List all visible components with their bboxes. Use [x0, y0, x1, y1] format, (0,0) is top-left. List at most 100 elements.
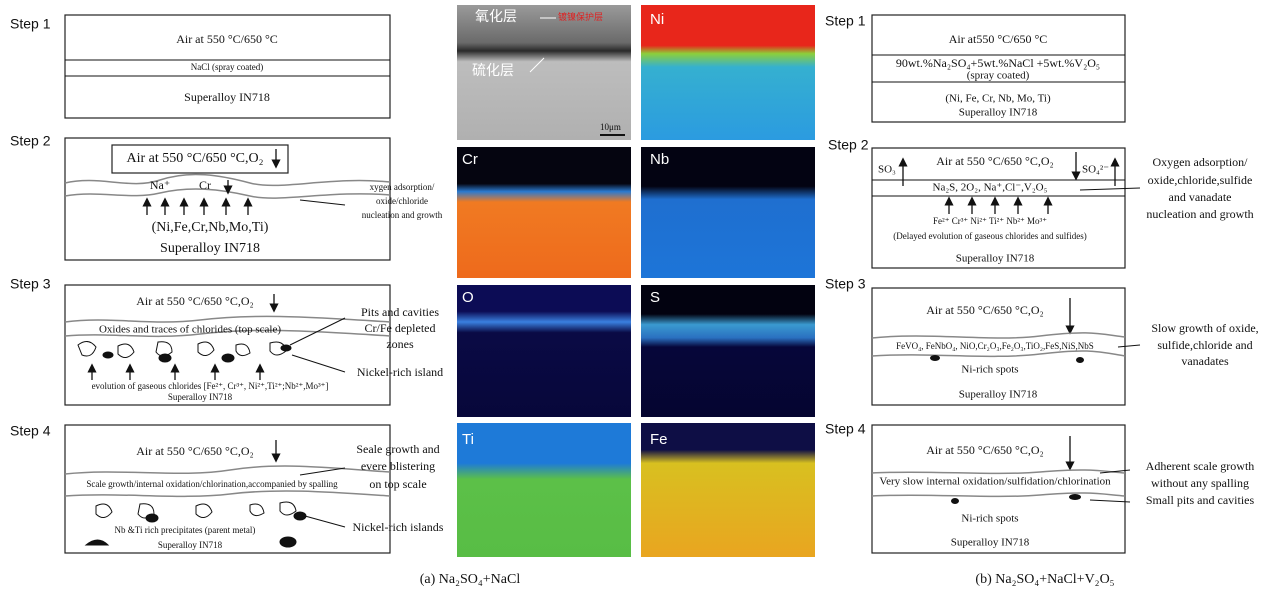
leader: [300, 200, 345, 205]
step-text: Superalloy IN718: [184, 90, 270, 104]
side-note: and vanadate: [1169, 190, 1232, 204]
step-text: (spray coated): [967, 70, 1030, 82]
element-label: Ni: [650, 11, 664, 28]
side-note: oxide,chloride,sulfide: [1148, 173, 1253, 187]
spot: [951, 498, 959, 504]
step-text: Cr: [199, 178, 211, 192]
step-text: Ni-rich spots: [961, 513, 1018, 525]
side-note: nucleation and growth: [1146, 207, 1253, 221]
map-o: [457, 285, 631, 417]
side-note: vanadates: [1181, 354, 1229, 368]
step-text: NaCl (spray coated): [191, 62, 263, 72]
scale-bar-label: 10μm: [600, 122, 621, 132]
leader: [300, 468, 345, 475]
step-text: Ni-rich spots: [961, 364, 1018, 376]
step-text: Superalloy IN718: [959, 107, 1038, 119]
element-label: Ti: [462, 431, 474, 448]
step-label: Step 3: [10, 276, 51, 292]
step-text: Superalloy IN718: [168, 392, 233, 402]
sem-label: 氧化层: [475, 9, 517, 25]
side-note: Pits and cavities: [361, 305, 439, 319]
step-text: SO₃: [878, 164, 896, 176]
leader: [1090, 500, 1130, 502]
side-note: Oxygen adsorption/: [1153, 155, 1249, 169]
step-text: Oxides and traces of chlorides (top scal…: [99, 324, 281, 336]
step-text: Superalloy IN718: [951, 537, 1030, 549]
arrows: [949, 199, 1048, 214]
step-text: (Ni,Fe,Cr,Nb,Mo,Ti): [152, 220, 269, 235]
map-ti: [457, 423, 631, 557]
step-label: Step 4: [10, 423, 51, 439]
scale-line: [65, 466, 390, 474]
figure: Step 1 Air at 550 °C/650 °C NaCl (spray …: [0, 0, 1282, 597]
side-note: Slow growth of oxide,: [1151, 321, 1258, 335]
element-label: O: [462, 289, 474, 306]
step-label: Step 1: [825, 13, 866, 29]
sem-label: 镀镍保护层: [558, 11, 603, 22]
side-note: Cr/Fe depleted: [365, 321, 436, 335]
step-text: Na₂S, 2O₂, Na⁺,Cl⁻,V₂O₅: [933, 182, 1048, 194]
step-text: Air at 550 °C/650 °C,O₂: [136, 294, 253, 308]
side-note: evere blistering: [361, 459, 435, 473]
leader: [305, 516, 345, 527]
spot: [1076, 357, 1084, 363]
scale-line: [872, 470, 1125, 473]
step-label: Step 2: [828, 137, 869, 153]
step-text: Air at550 °C/650 °C: [949, 32, 1048, 46]
step-text: Air at 550 °C/650 °C,O₂: [926, 443, 1043, 457]
caption: (a) Na₂SO₄+NaCl: [420, 572, 521, 587]
side-note: sulfide,chloride and: [1157, 338, 1252, 352]
leader: [1080, 188, 1140, 190]
side-note: Nickel-rich island: [357, 365, 443, 379]
step-text: Na⁺: [150, 178, 170, 192]
side-note: on top scale: [369, 477, 426, 491]
step-text: (Ni, Fe, Cr, Nb, Mo, Ti): [945, 93, 1051, 105]
scale-line: [65, 316, 390, 322]
side-note: Seale growth and: [356, 442, 439, 456]
side-note: Nickel-rich islands: [353, 520, 444, 534]
side-note: oxide/chloride: [376, 196, 428, 206]
step-text: Air at 550 °C/650 °C,O₂: [126, 151, 263, 166]
scale-line: [872, 333, 1125, 338]
scale-line: [872, 351, 1125, 356]
map-cr: [457, 147, 631, 278]
pits: [78, 341, 291, 362]
side-note: zones: [386, 337, 414, 351]
arrows: [92, 366, 260, 380]
scale-line: [65, 491, 390, 496]
step-text: Air at 550 °C/650 °C,O₂: [926, 303, 1043, 317]
step-text: Air at 550 °C/650 °C: [176, 32, 278, 46]
step-label: Step 3: [825, 276, 866, 292]
step-text: Superalloy IN718: [959, 389, 1038, 401]
side-note: Small pits and cavities: [1146, 493, 1255, 507]
spot: [930, 355, 940, 361]
step-text: 90wt.%Na₂SO₄+5wt.%NaCl +5wt.%V₂O₅: [896, 56, 1100, 70]
step-text: Superalloy IN718: [160, 241, 260, 256]
step-text: Scale growth/internal oxidation/chlorina…: [86, 479, 338, 489]
sem-label: 硫化层: [472, 63, 514, 79]
leader: [1118, 345, 1140, 347]
step-text: Superalloy IN718: [956, 253, 1035, 265]
spot: [1069, 494, 1081, 500]
step-text: SO₄²⁻: [1082, 164, 1109, 176]
step-label: Step 1: [10, 16, 51, 32]
step-text: (Delayed evolution of gaseous chlorides …: [893, 231, 1086, 241]
step-label: Step 4: [825, 421, 866, 437]
step-text: Superalloy IN718: [158, 540, 223, 550]
element-label: Fe: [650, 431, 668, 448]
map-ni: [641, 5, 815, 140]
side-note: Adherent scale growth: [1146, 459, 1255, 473]
step-text: FeVO₄, FeNbO₄, NiO,Cr₂O₃,Fe₂O₃,TiO₂,FeS,…: [896, 341, 1094, 351]
step-label: Step 2: [10, 133, 51, 149]
element-label: Cr: [462, 151, 478, 168]
element-label: Nb: [650, 151, 669, 168]
scale-line: [872, 493, 1125, 496]
step-text: Very slow internal oxidation/sulfidation…: [879, 476, 1111, 488]
step-text: evolution of gaseous chlorides [Fe²⁺, Cr…: [92, 381, 329, 391]
arrows: [147, 200, 248, 215]
side-note: xygen adsorption/: [370, 182, 435, 192]
caption: (b) Na₂SO₄+NaCl+V₂O₅: [975, 572, 1114, 587]
leader: [292, 355, 345, 372]
map-s: [641, 285, 815, 417]
step-text: Air at 550 °C/650 °C,O₂: [136, 444, 253, 458]
